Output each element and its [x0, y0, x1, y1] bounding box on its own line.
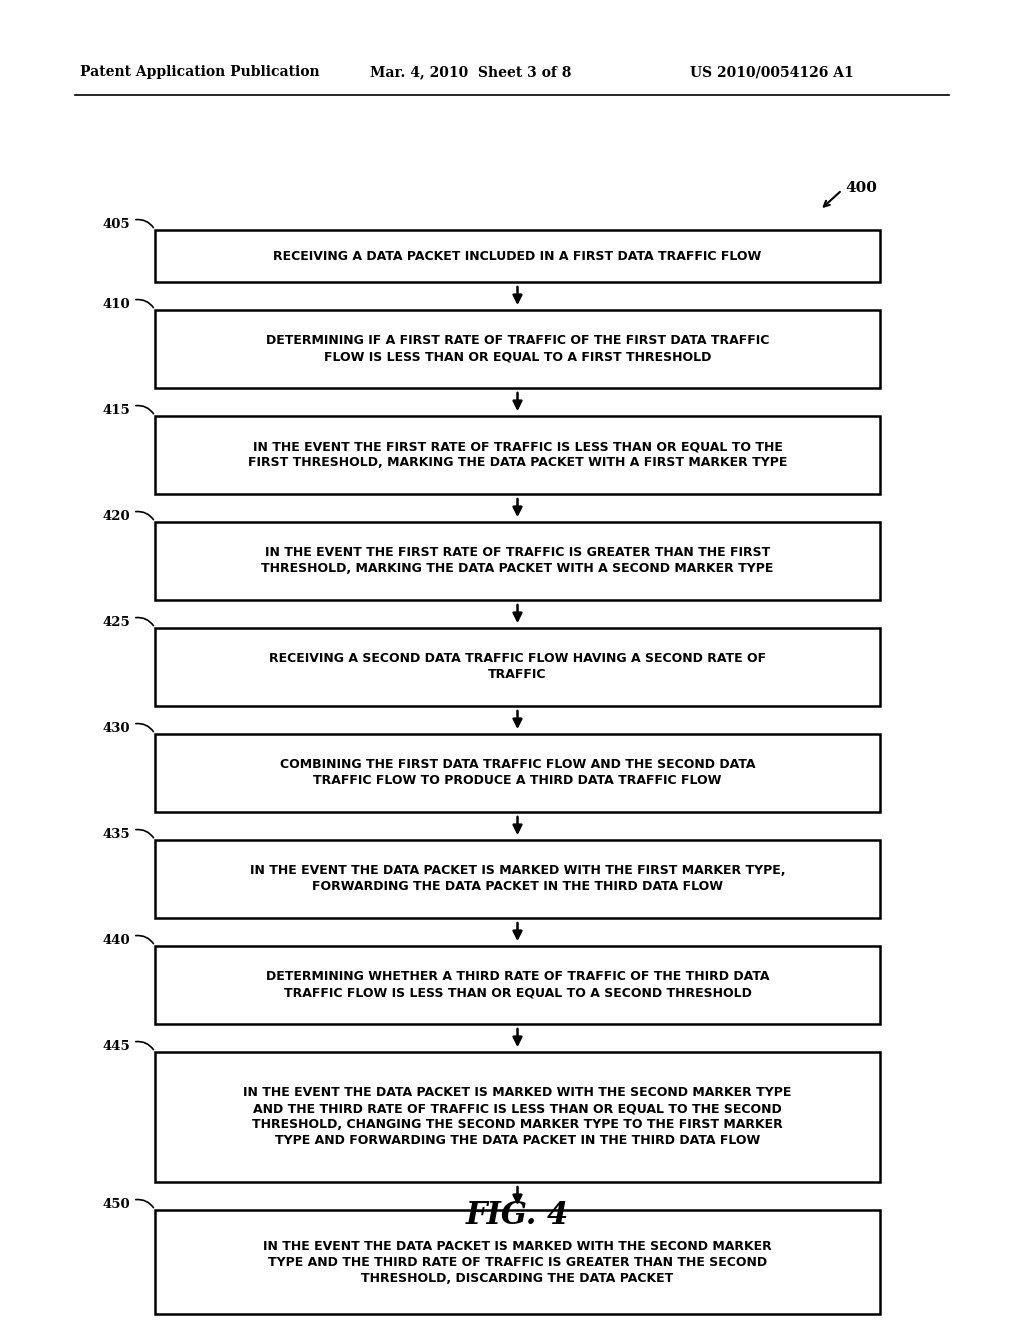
Text: RECEIVING A SECOND DATA TRAFFIC FLOW HAVING A SECOND RATE OF
TRAFFIC: RECEIVING A SECOND DATA TRAFFIC FLOW HAV…	[269, 652, 766, 681]
Text: IN THE EVENT THE DATA PACKET IS MARKED WITH THE SECOND MARKER
TYPE AND THE THIRD: IN THE EVENT THE DATA PACKET IS MARKED W…	[263, 1239, 772, 1284]
Bar	[155, 1052, 880, 1181]
Text: IN THE EVENT THE DATA PACKET IS MARKED WITH THE FIRST MARKER TYPE,
FORWARDING TH: IN THE EVENT THE DATA PACKET IS MARKED W…	[250, 865, 785, 894]
Text: DETERMINING IF A FIRST RATE OF TRAFFIC OF THE FIRST DATA TRAFFIC
FLOW IS LESS TH: DETERMINING IF A FIRST RATE OF TRAFFIC O…	[266, 334, 769, 363]
Text: Mar. 4, 2010  Sheet 3 of 8: Mar. 4, 2010 Sheet 3 of 8	[370, 65, 571, 79]
Bar	[155, 310, 880, 388]
Text: 425: 425	[102, 616, 130, 630]
Bar	[155, 840, 880, 917]
Bar	[155, 521, 880, 601]
Text: 440: 440	[102, 935, 130, 948]
Text: 420: 420	[102, 511, 130, 524]
Text: IN THE EVENT THE FIRST RATE OF TRAFFIC IS LESS THAN OR EQUAL TO THE
FIRST THRESH: IN THE EVENT THE FIRST RATE OF TRAFFIC I…	[248, 441, 787, 470]
Bar	[155, 230, 880, 282]
Bar	[155, 416, 880, 494]
Bar	[155, 628, 880, 706]
Text: IN THE EVENT THE DATA PACKET IS MARKED WITH THE SECOND MARKER TYPE
AND THE THIRD: IN THE EVENT THE DATA PACKET IS MARKED W…	[244, 1086, 792, 1147]
Text: 410: 410	[102, 298, 130, 312]
Text: DETERMINING WHETHER A THIRD RATE OF TRAFFIC OF THE THIRD DATA
TRAFFIC FLOW IS LE: DETERMINING WHETHER A THIRD RATE OF TRAF…	[266, 970, 769, 999]
Text: FIG. 4: FIG. 4	[466, 1200, 569, 1230]
Text: 405: 405	[102, 219, 130, 231]
Text: Patent Application Publication: Patent Application Publication	[80, 65, 319, 79]
Text: 435: 435	[102, 829, 130, 842]
Text: RECEIVING A DATA PACKET INCLUDED IN A FIRST DATA TRAFFIC FLOW: RECEIVING A DATA PACKET INCLUDED IN A FI…	[273, 249, 762, 263]
Text: 445: 445	[102, 1040, 130, 1053]
Text: US 2010/0054126 A1: US 2010/0054126 A1	[690, 65, 854, 79]
Text: 400: 400	[845, 181, 877, 195]
Bar	[155, 1210, 880, 1313]
Text: 430: 430	[102, 722, 130, 735]
Bar	[155, 946, 880, 1024]
Text: IN THE EVENT THE FIRST RATE OF TRAFFIC IS GREATER THAN THE FIRST
THRESHOLD, MARK: IN THE EVENT THE FIRST RATE OF TRAFFIC I…	[261, 546, 774, 576]
Text: 415: 415	[102, 404, 130, 417]
Bar	[155, 734, 880, 812]
Text: 450: 450	[102, 1199, 130, 1212]
Text: COMBINING THE FIRST DATA TRAFFIC FLOW AND THE SECOND DATA
TRAFFIC FLOW TO PRODUC: COMBINING THE FIRST DATA TRAFFIC FLOW AN…	[280, 759, 756, 788]
